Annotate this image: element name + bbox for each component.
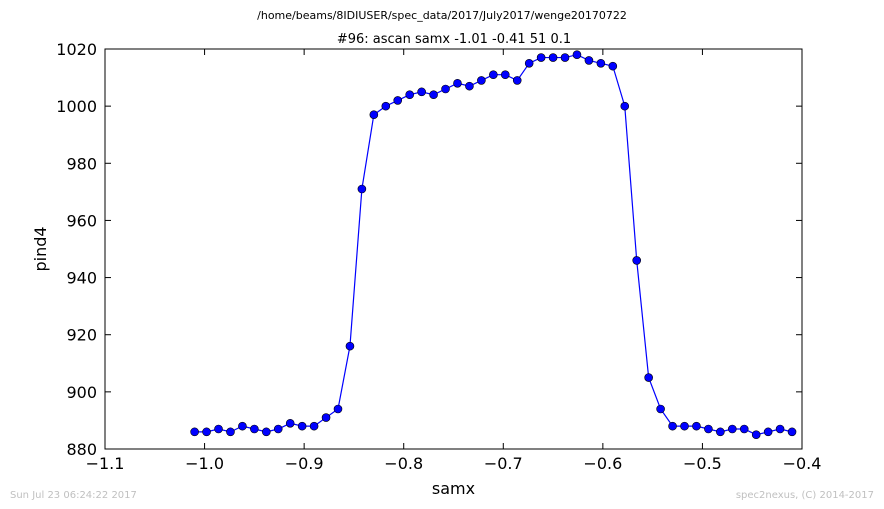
y-axis: 880 900 920 940 960 980 1000 1020 [56, 40, 802, 459]
data-point [238, 421, 247, 431]
data-point [716, 427, 725, 437]
data-point [333, 404, 343, 414]
y-tick-label: 1020 [56, 40, 97, 59]
data-point [273, 424, 283, 434]
data-point [297, 421, 307, 431]
data-point [620, 101, 630, 111]
data-point [632, 256, 642, 265]
series-line [194, 54, 793, 436]
data-point [465, 81, 474, 91]
y-tick-label: 880 [66, 440, 97, 459]
data-point [190, 427, 199, 437]
data-point [345, 341, 355, 351]
data-point [739, 424, 749, 434]
data-point [644, 373, 653, 382]
plot-area [104, 48, 803, 450]
y-tick-label: 1000 [56, 97, 97, 116]
data-point [751, 430, 761, 440]
y-tick-label: 920 [66, 326, 97, 345]
x-tick-label: −0.7 [484, 454, 523, 473]
x-tick-label: −1.1 [86, 454, 125, 473]
data-point [477, 76, 486, 85]
data-point [775, 424, 785, 434]
plot-title: #96: ascan samx -1.01 -0.41 51 0.1 [337, 32, 571, 47]
x-tick-label: −1.0 [185, 454, 224, 473]
data-point [668, 421, 677, 431]
data-point [405, 90, 414, 100]
data-point [285, 418, 295, 428]
data-point [763, 427, 773, 437]
data-point [727, 424, 737, 434]
data-point [214, 424, 223, 434]
file-path-title: /home/beams/8IDIUSER/spec_data/2017/July… [257, 9, 627, 22]
data-point [500, 70, 510, 80]
data-point [226, 427, 235, 437]
data-point [608, 61, 618, 71]
x-tick-label: −0.5 [683, 454, 722, 473]
data-point [441, 84, 450, 94]
data-point [369, 110, 379, 120]
footer-credit: spec2nexus, (C) 2014-2017 [736, 490, 874, 501]
data-point [536, 53, 546, 62]
data-point [692, 421, 701, 431]
y-tick-label: 980 [66, 154, 97, 173]
x-axis: −1.1 −1.0 −0.9 −0.8 −0.7 −0.6 −0.5 −0.4 [86, 49, 822, 473]
data-point [321, 413, 331, 422]
x-tick-label: −0.9 [285, 454, 324, 473]
x-tick-label: −0.6 [583, 454, 622, 473]
data-point [656, 404, 665, 414]
data-point [453, 78, 462, 88]
x-tick-label: −0.4 [783, 454, 822, 473]
y-tick-label: 940 [66, 269, 97, 288]
series-layer [190, 50, 797, 440]
data-point [704, 424, 713, 434]
data-point [309, 421, 319, 431]
y-axis-label: pind4 [31, 226, 50, 271]
y-tick-label: 960 [66, 211, 97, 230]
data-point [357, 184, 367, 194]
x-tick-label: −0.8 [384, 454, 423, 473]
data-point [250, 424, 259, 434]
data-point [417, 87, 426, 97]
data-point [787, 427, 797, 437]
data-point [489, 70, 498, 80]
data-point [512, 76, 522, 85]
data-point [429, 90, 438, 100]
footer-timestamp: Sun Jul 23 06:24:22 2017 [10, 490, 137, 501]
data-point [524, 58, 534, 68]
data-point [680, 421, 689, 431]
data-point [202, 427, 211, 437]
data-point [393, 96, 403, 105]
x-axis-label: samx [432, 479, 475, 498]
data-point [560, 53, 570, 62]
data-point [584, 56, 594, 65]
data-point [381, 101, 391, 111]
y-tick-label: 900 [66, 383, 97, 402]
data-point [596, 58, 606, 68]
data-point [548, 53, 558, 62]
data-point [572, 50, 582, 60]
plot-frame [104, 48, 803, 450]
data-point [262, 427, 271, 437]
